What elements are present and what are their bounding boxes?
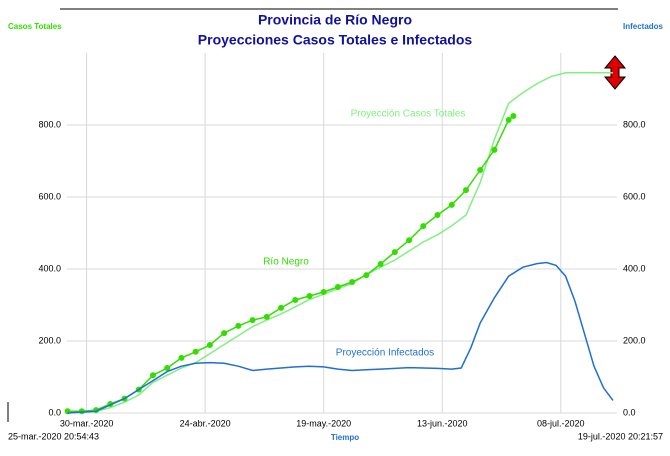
data-point <box>363 272 370 279</box>
data-point <box>235 322 242 329</box>
y2-tick-label: 600.0 <box>623 191 646 201</box>
data-point <box>420 223 427 230</box>
data-point <box>491 146 498 153</box>
data-point <box>462 187 469 194</box>
y-tick-label: 400.0 <box>38 263 61 273</box>
data-point <box>406 237 413 244</box>
y2-tick-label: 400.0 <box>623 263 646 273</box>
data-point <box>505 116 512 123</box>
chart-title: Provincia de Río Negro <box>258 12 412 28</box>
y2-tick-label: 0.0 <box>623 407 636 417</box>
y-tick-label: 800.0 <box>38 119 61 129</box>
series-label: Proyección Infectados <box>336 348 434 359</box>
data-point <box>448 201 455 208</box>
y2-axis-label: Infectados <box>623 22 664 31</box>
x-start-label: 25-mar.-2020 20:54:43 <box>8 431 99 441</box>
data-point <box>206 341 213 348</box>
data-point <box>164 365 171 371</box>
x-tick-label: 13-jun.-2020 <box>417 418 468 428</box>
chart-subtitle: Proyecciones Casos Totales e Infectados <box>198 32 473 48</box>
series-label: Río Negro <box>263 257 309 268</box>
data-point <box>292 296 299 303</box>
data-point <box>192 348 199 355</box>
data-point <box>320 289 327 296</box>
data-point <box>178 354 185 361</box>
data-point <box>306 293 313 299</box>
x-tick-label: 30-mar.-2020 <box>60 418 114 428</box>
data-point <box>149 372 156 379</box>
series-line <box>67 261 614 414</box>
data-point <box>377 260 384 267</box>
series-line <box>67 72 613 414</box>
data-point <box>78 408 85 415</box>
x-tick-label: 08-jul.-2020 <box>537 418 585 428</box>
data-point <box>263 313 270 320</box>
data-point <box>434 212 441 218</box>
data-point <box>249 317 256 324</box>
y-tick-label: 0.0 <box>48 407 61 417</box>
y-tick-label: 600.0 <box>38 191 61 201</box>
series-label: Proyección Casos Totales <box>351 109 466 120</box>
y2-tick-label: 800.0 <box>623 119 646 129</box>
data-point <box>349 278 356 285</box>
data-point <box>278 304 285 311</box>
x-end-label: 19-jul.-2020 20:21:57 <box>578 431 663 441</box>
data-point <box>477 167 484 173</box>
y-tick-label: 200.0 <box>38 335 61 345</box>
x-tick-label: 19-may.-2020 <box>296 418 351 428</box>
data-point <box>391 249 398 256</box>
y-axis-label: Casos Totales <box>8 22 62 31</box>
y2-tick-label: 200.0 <box>623 335 646 345</box>
x-tick-label: 24-abr.-2020 <box>180 418 231 428</box>
x-axis-label: Tiempo <box>331 433 359 442</box>
data-point <box>334 284 341 290</box>
scroll-icon <box>603 55 627 90</box>
data-point <box>510 113 517 119</box>
data-point <box>221 330 228 337</box>
